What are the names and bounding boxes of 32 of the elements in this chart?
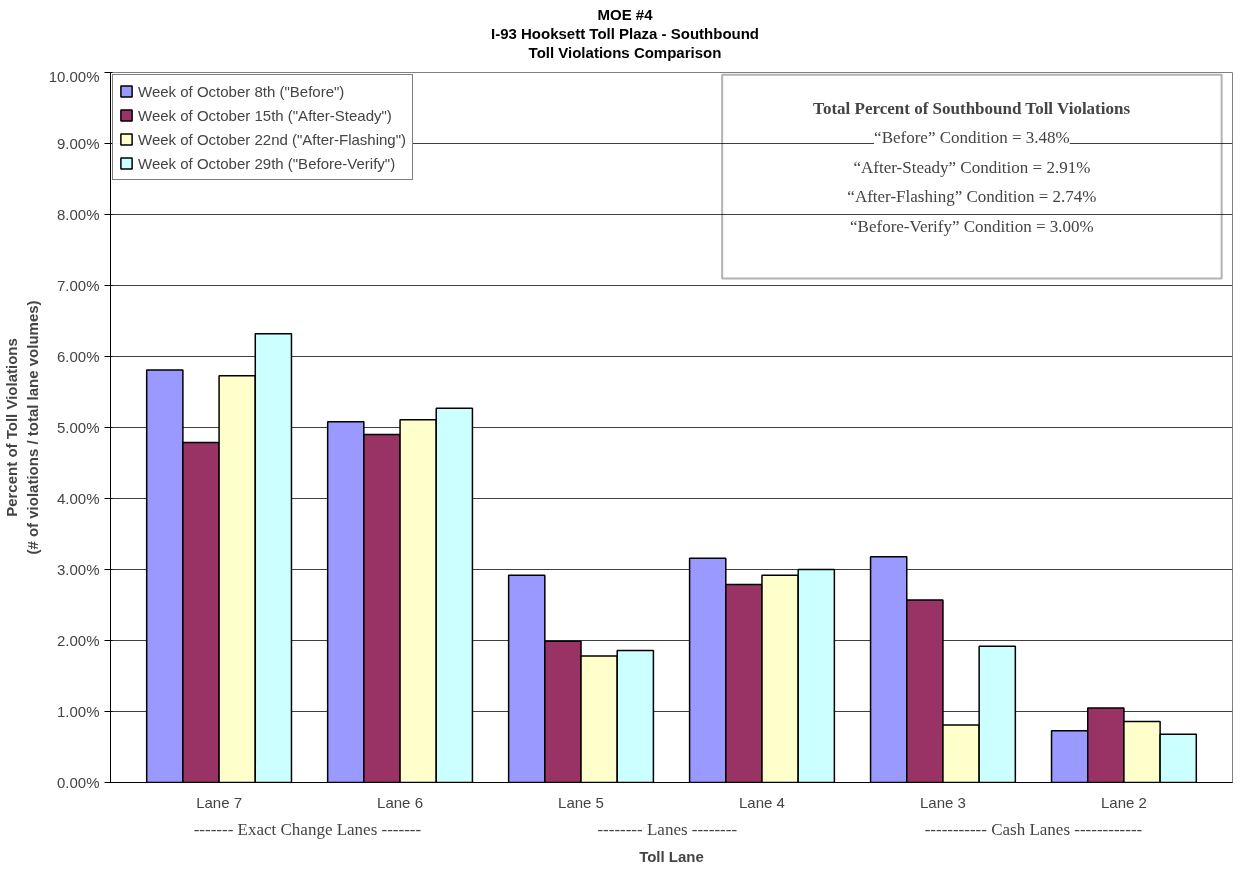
annotation: “After-Flashing” Condition = 2.74% <box>847 187 1097 207</box>
x-tick-label: Lane 5 <box>558 793 604 811</box>
annotation: “Before” Condition = 3.48% <box>874 128 1070 148</box>
y-axis-title: Percent of Toll Violations (# of violations / total lane volumes) <box>3 300 41 555</box>
legend-label: Week of October 22nd ("After-Flashing") <box>138 129 406 149</box>
y-tick-label: 0.00% <box>56 774 100 791</box>
y-tick-label: 6.00% <box>56 348 100 365</box>
legend-label: Week of October 29th ("Before-Verify") <box>138 153 396 173</box>
chart-title: MOE #4 I-93 Hooksett Toll Plaza - Southbound Toll Violations Comparison <box>490 5 760 62</box>
legend-label: Week of October 15th ("After-Steady") <box>138 105 392 125</box>
y-tick-label: 9.00% <box>56 135 100 152</box>
y-tick-label: 7.00% <box>56 277 100 294</box>
y-tick-label: 4.00% <box>56 490 100 507</box>
x-axis-title: Toll Lane <box>639 847 704 865</box>
x-tick-label: Lane 2 <box>1100 793 1147 811</box>
x-tick-label: Lane 7 <box>196 793 243 811</box>
text: -------- Lanes -------- <box>597 819 738 839</box>
y-tick-label: 3.00% <box>56 561 100 578</box>
y-tick-label: 8.00% <box>56 206 100 223</box>
x-tick-label: Lane 6 <box>377 793 423 811</box>
text: ------- Exact Change Lanes ------- <box>193 819 422 839</box>
annotation: “Before-Verify” Condition = 3.00% <box>850 217 1094 237</box>
x-tick-label: Lane 4 <box>739 793 785 811</box>
y-tick-label: 1.00% <box>56 703 100 720</box>
y-tick-label: 5.00% <box>56 419 100 436</box>
annotation: Total Percent of Southbound Toll Violations <box>813 98 1131 118</box>
legend-label: Week of October 8th ("Before") <box>138 81 345 101</box>
x-tick-label: Lane 3 <box>920 793 966 811</box>
annotation: “After-Steady” Condition = 2.91% <box>853 158 1091 178</box>
y-tick-label: 2.00% <box>56 632 100 649</box>
y-tick-label: 10.00% <box>48 67 100 85</box>
text: ----------- Cash Lanes ------------ <box>924 819 1143 839</box>
